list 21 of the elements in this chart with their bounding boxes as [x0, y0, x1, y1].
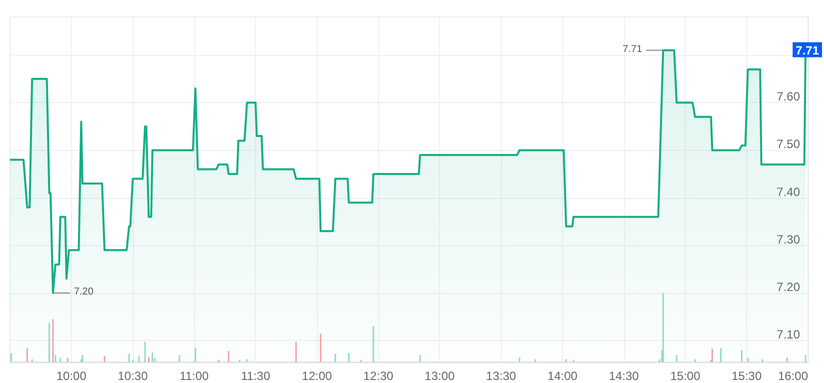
x-tick-label: 10:00: [56, 369, 87, 383]
x-tick-label: 15:00: [670, 369, 701, 383]
y-tick-label: 7.40: [776, 184, 800, 199]
y-tick-label: 7.10: [776, 328, 800, 342]
x-tick-label: 15:30: [732, 369, 762, 383]
x-tick-label: 16:00: [778, 369, 808, 383]
y-tick-label: 7.50: [776, 137, 800, 152]
x-tick-label: 10:30: [118, 369, 148, 383]
y-tick-label: 7.60: [776, 90, 800, 104]
annotation: 7.71: [622, 44, 643, 55]
x-tick-label: 12:00: [302, 369, 332, 383]
annotation: 7.20: [74, 286, 94, 298]
y-tick-label: 7.30: [776, 232, 800, 246]
x-tick-label: 14:30: [608, 369, 640, 383]
x-tick-label: 11:30: [240, 369, 270, 383]
x-tick-label: 14:00: [547, 369, 578, 383]
x-tick-label: 13:30: [486, 369, 516, 383]
x-tick-label: 13:00: [424, 369, 456, 383]
x-tick-label: 12:30: [363, 369, 394, 383]
y-tick-label: 7.20: [776, 280, 800, 294]
x-tick-label: 11:00: [180, 369, 210, 383]
